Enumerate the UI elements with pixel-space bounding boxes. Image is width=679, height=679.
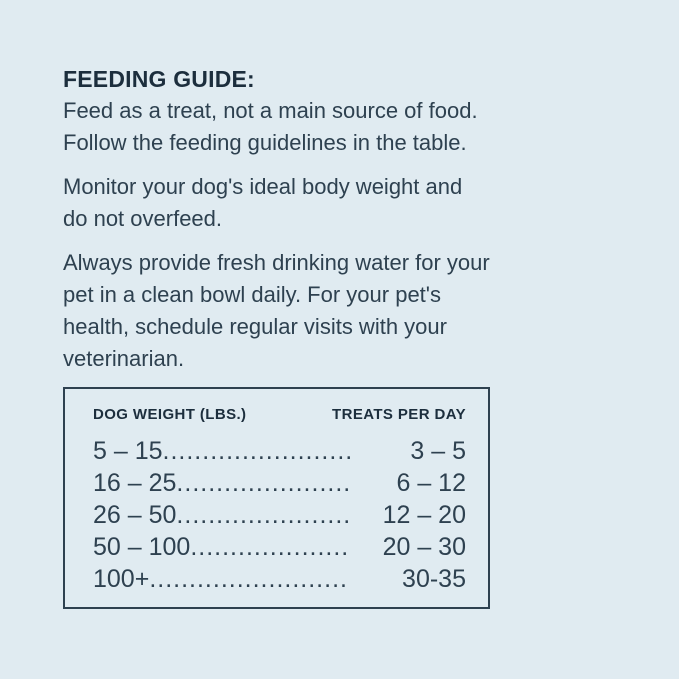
row-weight: 26 – 50 <box>93 501 177 529</box>
row-weight: 16 – 25 <box>93 469 177 497</box>
feeding-table: DOG WEIGHT (LBS.) TREATS PER DAY 5 – 15 … <box>63 387 490 609</box>
content-column: FEEDING GUIDE: Feed as a treat, not a ma… <box>63 63 608 609</box>
dot-leader: ........................................… <box>176 469 350 497</box>
dot-leader: ........................................… <box>162 437 350 465</box>
row-treats: 20 – 30 <box>382 533 466 561</box>
row-weight: 5 – 15 <box>93 437 163 465</box>
row-treats: 30-35 <box>402 565 466 593</box>
row-weight: 50 – 100 <box>93 533 191 561</box>
feeding-guide-heading: FEEDING GUIDE: <box>63 66 255 92</box>
dot-leader: ........................................… <box>190 533 350 561</box>
column-header-treats-per-day: TREATS PER DAY <box>332 406 466 423</box>
table-row: 5 – 15 .................................… <box>93 435 466 467</box>
table-row: 100+ ...................................… <box>93 563 466 595</box>
table-row: 16 – 25 ................................… <box>93 467 466 499</box>
column-header-dog-weight: DOG WEIGHT (LBS.) <box>93 406 247 423</box>
paragraph-feed-as-treat: Feed as a treat, not a main source of fo… <box>63 98 478 155</box>
table-row: 26 – 50 ................................… <box>93 499 466 531</box>
dot-leader: ........................................… <box>176 501 350 529</box>
row-treats: 3 – 5 <box>410 437 466 465</box>
table-row: 50 – 100 ...............................… <box>93 531 466 563</box>
dot-leader: ........................................… <box>149 565 350 593</box>
row-weight: 100+ <box>93 565 150 593</box>
paragraph-fresh-water: Always provide fresh drinking water for … <box>63 250 490 371</box>
table-header-row: DOG WEIGHT (LBS.) TREATS PER DAY <box>93 406 466 423</box>
row-treats: 12 – 20 <box>382 501 466 529</box>
row-treats: 6 – 12 <box>396 469 466 497</box>
paragraph-monitor-weight: Monitor your dog's ideal body weight and… <box>63 174 463 231</box>
